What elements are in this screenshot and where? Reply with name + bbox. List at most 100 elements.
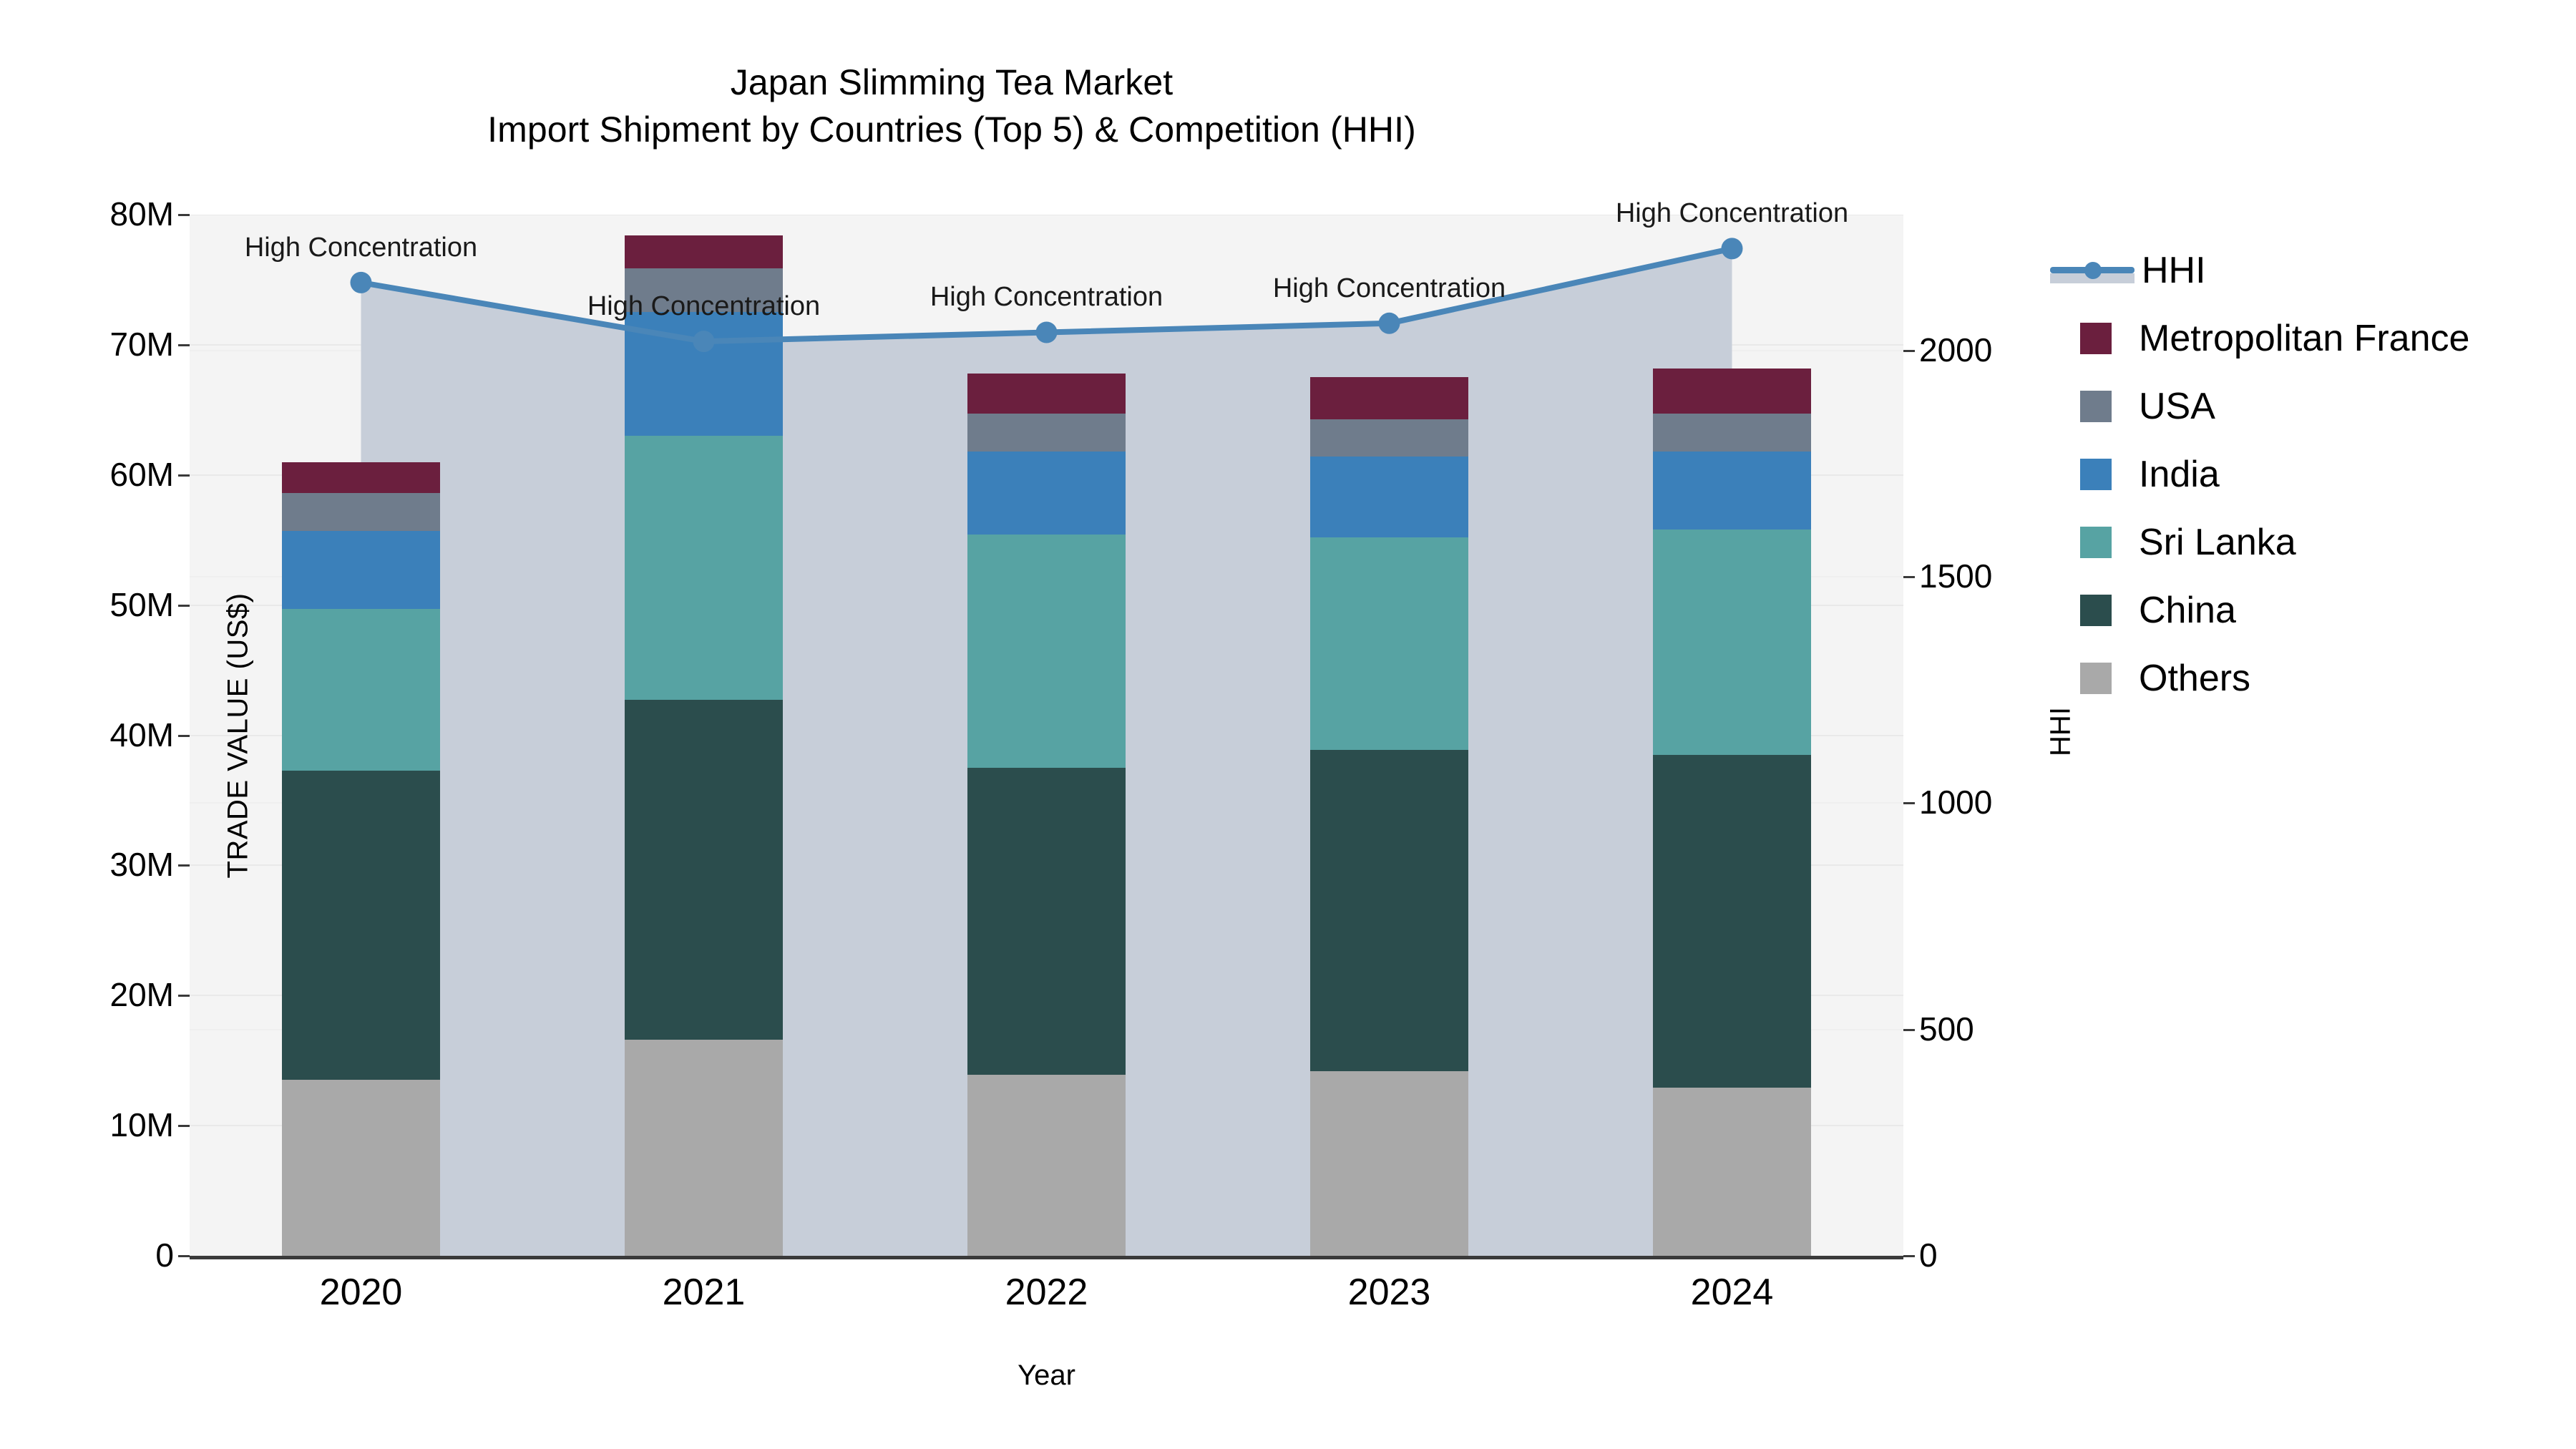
bar-group-2020[interactable] xyxy=(282,215,440,1256)
chart-legend: HHI Metropolitan France USA India Sri Lanka C… xyxy=(2050,236,2565,712)
bar-segment-china[interactable] xyxy=(1310,749,1468,1071)
bar-segment-usa[interactable] xyxy=(1653,414,1811,452)
bar-segment-sri-lanka[interactable] xyxy=(625,436,783,701)
y-tick-mark xyxy=(178,864,190,867)
legend-item-china[interactable]: China xyxy=(2050,576,2565,644)
y2-tick-mark xyxy=(1903,349,1915,352)
y-tick-mark xyxy=(178,1255,190,1257)
x-tick-label-2024: 2024 xyxy=(1690,1272,1774,1313)
legend-color-swatch xyxy=(2080,458,2112,490)
bar-segment-india[interactable] xyxy=(625,312,783,436)
legend-color-swatch xyxy=(2080,390,2112,422)
bar-segment-metropolitan-france[interactable] xyxy=(282,462,440,494)
x-axis-label: Year xyxy=(1018,1360,1075,1391)
y-tick-label: 70M xyxy=(109,325,174,363)
legend-item-usa[interactable]: USA xyxy=(2050,372,2565,440)
bar-segment-china[interactable] xyxy=(625,700,783,1040)
x-tick-label-2021: 2021 xyxy=(662,1272,746,1313)
y-tick-mark xyxy=(178,1125,190,1128)
y-tick-label: 20M xyxy=(109,976,174,1014)
bar-segment-sri-lanka[interactable] xyxy=(1653,530,1811,755)
legend-label: USA xyxy=(2139,385,2215,427)
x-tick-label-2020: 2020 xyxy=(319,1272,403,1313)
x-tick-label-2022: 2022 xyxy=(1005,1272,1088,1313)
legend-label: Metropolitan France xyxy=(2139,317,2470,359)
y-tick-mark xyxy=(178,474,190,477)
y2-tick-label: 1500 xyxy=(1919,557,1993,595)
bar-segment-sri-lanka[interactable] xyxy=(282,609,440,771)
bar-segment-china[interactable] xyxy=(967,767,1126,1075)
chart-title-line-1: Japan Slimming Tea Market xyxy=(730,62,1174,102)
legend-label: Sri Lanka xyxy=(2139,521,2296,563)
bar-segment-usa[interactable] xyxy=(967,414,1126,452)
bar-segment-india[interactable] xyxy=(1310,457,1468,538)
legend-item-india[interactable]: India xyxy=(2050,440,2565,508)
legend-line-marker xyxy=(2050,255,2142,286)
y-tick-mark xyxy=(178,995,190,997)
annotation-high-concentration: High Concentration xyxy=(244,232,478,263)
annotation-high-concentration: High Concentration xyxy=(930,282,1163,313)
legend-color-swatch xyxy=(2080,526,2112,558)
bar-segment-usa[interactable] xyxy=(1310,419,1468,457)
bar-segment-others[interactable] xyxy=(625,1040,783,1256)
y2-tick-mark xyxy=(1903,1255,1915,1257)
bar-segment-metropolitan-france[interactable] xyxy=(1653,368,1811,414)
bar-segment-metropolitan-france[interactable] xyxy=(625,235,783,268)
bar-segment-others[interactable] xyxy=(967,1075,1126,1256)
bar-segment-sri-lanka[interactable] xyxy=(967,535,1126,768)
x-tick-label-2023: 2023 xyxy=(1347,1272,1431,1313)
y2-tick-mark xyxy=(1903,802,1915,805)
y-tick-mark xyxy=(178,214,190,216)
y-tick-label: 40M xyxy=(109,716,174,753)
y-axis-label: TRADE VALUE (US$) xyxy=(222,592,254,878)
y-tick-mark xyxy=(178,734,190,737)
y2-tick-mark xyxy=(1903,1028,1915,1031)
legend-color-swatch xyxy=(2080,662,2112,694)
bar-segment-metropolitan-france[interactable] xyxy=(1310,377,1468,419)
y2-tick-label: 0 xyxy=(1919,1236,1938,1274)
legend-label: China xyxy=(2139,589,2236,631)
y2-tick-label: 2000 xyxy=(1919,331,1993,369)
y-tick-label: 50M xyxy=(109,585,174,623)
bar-group-2021[interactable] xyxy=(625,215,783,1256)
bar-segment-india[interactable] xyxy=(1653,452,1811,530)
legend-item-others[interactable]: Others xyxy=(2050,644,2565,712)
y-tick-label: 10M xyxy=(109,1106,174,1144)
legend-dot-marker xyxy=(2084,261,2102,279)
y-tick-label: 30M xyxy=(109,846,174,884)
bar-segment-china[interactable] xyxy=(1653,754,1811,1088)
bar-segment-others[interactable] xyxy=(1653,1088,1811,1256)
plot-area: High Concentration High Concentration High… xyxy=(190,200,1903,1256)
legend-label: Others xyxy=(2139,657,2251,699)
legend-label: India xyxy=(2139,453,2220,495)
legend-item-sri-lanka[interactable]: Sri Lanka xyxy=(2050,508,2565,576)
chart-title: Japan Slimming Tea Market Import Shipmen… xyxy=(0,59,1903,153)
bar-segment-metropolitan-france[interactable] xyxy=(967,373,1126,414)
bar-segment-sri-lanka[interactable] xyxy=(1310,537,1468,750)
y2-tick-label: 1000 xyxy=(1919,784,1993,821)
y-tick-label: 80M xyxy=(109,195,174,233)
y-tick-mark xyxy=(178,604,190,607)
y2-tick-mark xyxy=(1903,576,1915,579)
legend-item-metropolitan-france[interactable]: Metropolitan France xyxy=(2050,304,2565,372)
bar-group-2023[interactable] xyxy=(1310,215,1468,1256)
x-axis-line xyxy=(190,1256,1903,1259)
bar-segment-others[interactable] xyxy=(1310,1070,1468,1256)
annotation-high-concentration: High Concentration xyxy=(1272,273,1506,303)
legend-item-hhi[interactable]: HHI xyxy=(2050,236,2565,304)
bar-segment-usa[interactable] xyxy=(282,493,440,531)
y-tick-mark xyxy=(178,343,190,346)
bar-group-2022[interactable] xyxy=(967,215,1126,1256)
bar-group-2024[interactable] xyxy=(1653,215,1811,1256)
y2-tick-label: 500 xyxy=(1919,1010,1974,1048)
bar-segment-others[interactable] xyxy=(282,1080,440,1256)
legend-color-swatch xyxy=(2080,322,2112,354)
bar-segment-india[interactable] xyxy=(282,530,440,610)
bar-segment-china[interactable] xyxy=(282,770,440,1080)
legend-color-swatch xyxy=(2080,594,2112,626)
bar-segment-india[interactable] xyxy=(967,452,1126,535)
y-tick-label: 0 xyxy=(155,1236,174,1274)
annotation-high-concentration: High Concentration xyxy=(1615,198,1849,229)
y-tick-label: 60M xyxy=(109,455,174,493)
